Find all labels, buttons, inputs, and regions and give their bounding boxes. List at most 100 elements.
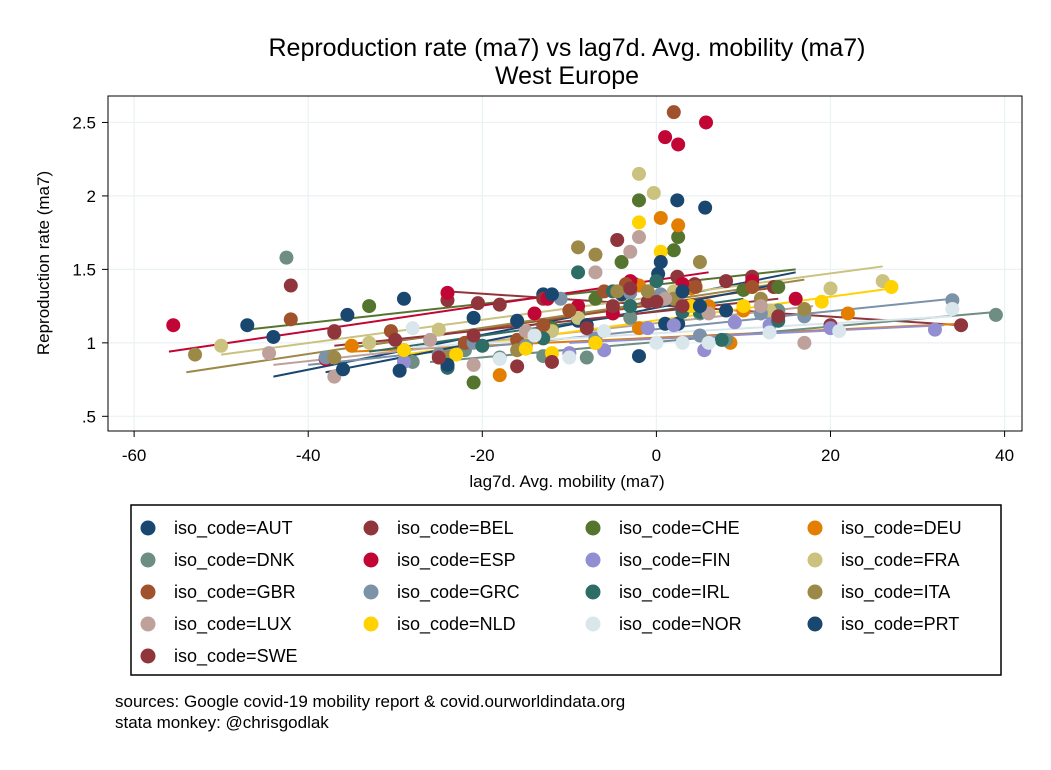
- y-tick-label: .5: [82, 407, 96, 426]
- data-point: [675, 299, 690, 314]
- y-axis-label: Reproduction rate (ma7): [34, 171, 53, 355]
- data-point: [788, 291, 803, 306]
- data-point: [510, 313, 525, 328]
- data-point: [466, 375, 481, 390]
- data-point: [262, 346, 277, 361]
- legend-marker: [140, 616, 156, 632]
- data-point: [597, 324, 612, 339]
- data-point: [692, 299, 707, 314]
- data-point: [344, 338, 359, 353]
- legend-item: iso_code=NLD: [363, 614, 516, 635]
- data-point: [518, 341, 533, 356]
- data-point: [631, 215, 646, 230]
- data-point: [579, 350, 594, 365]
- data-point: [470, 296, 485, 311]
- data-point: [536, 318, 551, 333]
- legend-label: iso_code=ITA: [841, 582, 950, 603]
- legend-marker: [140, 584, 156, 600]
- chart-title: Reproduction rate (ma7) vs lag7d. Avg. m…: [268, 34, 865, 62]
- y-tick-label: 1: [87, 334, 96, 353]
- data-point: [945, 302, 960, 317]
- data-point: [588, 247, 603, 262]
- data-point: [653, 255, 668, 270]
- data-point: [605, 299, 620, 314]
- legend-item: iso_code=SWE: [140, 646, 298, 667]
- data-point: [240, 318, 255, 333]
- y-tick-label: 1.5: [72, 260, 96, 279]
- legend-item: iso_code=IRL: [585, 582, 730, 603]
- legend-marker: [585, 520, 601, 536]
- data-point: [527, 328, 542, 343]
- data-point: [579, 321, 594, 336]
- data-point: [671, 137, 686, 152]
- data-point: [666, 318, 681, 333]
- data-point: [675, 284, 690, 299]
- data-point: [954, 318, 969, 333]
- data-point: [653, 210, 668, 225]
- data-point: [327, 324, 342, 339]
- data-point: [797, 335, 812, 350]
- data-point: [166, 318, 181, 333]
- data-point: [688, 280, 703, 295]
- legend-item: iso_code=ITA: [807, 582, 950, 603]
- legend-item: iso_code=FIN: [585, 550, 731, 571]
- data-point: [327, 350, 342, 365]
- data-point: [884, 280, 899, 295]
- data-point: [266, 329, 281, 344]
- data-point: [527, 306, 542, 321]
- legend-marker: [807, 616, 823, 632]
- legend-item: iso_code=CHE: [585, 518, 740, 539]
- x-tick-label: -60: [122, 446, 147, 465]
- legend-marker: [363, 616, 379, 632]
- data-point: [405, 321, 420, 336]
- data-point: [362, 299, 377, 314]
- fit-line: [412, 315, 953, 349]
- data-point: [571, 265, 586, 280]
- data-point: [670, 193, 685, 208]
- data-point: [610, 232, 625, 247]
- data-point: [699, 115, 714, 130]
- legend-marker: [585, 584, 601, 600]
- legend-label: iso_code=GBR: [174, 582, 296, 603]
- data-point: [562, 303, 577, 318]
- data-point: [719, 274, 734, 289]
- source-note: sources: Google covid-19 mobility report…: [115, 692, 625, 711]
- data-point: [840, 306, 855, 321]
- legend-item: iso_code=BEL: [363, 518, 514, 539]
- data-point: [653, 244, 668, 259]
- data-point: [646, 185, 661, 200]
- data-point: [283, 278, 298, 293]
- data-point: [362, 335, 377, 350]
- data-point: [214, 338, 229, 353]
- legend-marker: [807, 552, 823, 568]
- legend-item: iso_code=DEU: [807, 518, 962, 539]
- x-tick-label: 0: [652, 446, 661, 465]
- legend: iso_code=AUT iso_code=BEL iso_code=CHE iso_…: [140, 518, 962, 667]
- data-point: [544, 354, 559, 369]
- legend-label: iso_code=DEU: [841, 518, 962, 539]
- legend-marker: [807, 520, 823, 536]
- legend-label: iso_code=IRL: [619, 582, 730, 603]
- x-tick-label: -40: [296, 446, 321, 465]
- legend-marker: [140, 520, 156, 536]
- legend-item: iso_code=PRT: [807, 614, 959, 635]
- data-point: [588, 265, 603, 280]
- legend-label: iso_code=AUT: [174, 518, 293, 539]
- data-point: [623, 310, 638, 325]
- data-point: [610, 284, 625, 299]
- fit-line: [569, 324, 944, 344]
- data-point: [431, 350, 446, 365]
- legend-marker: [585, 616, 601, 632]
- data-point: [492, 368, 507, 383]
- data-point: [762, 325, 777, 340]
- data-point: [423, 332, 438, 347]
- data-point: [614, 255, 629, 270]
- legend-label: iso_code=FIN: [619, 550, 731, 571]
- data-point: [675, 335, 690, 350]
- data-point: [698, 200, 713, 215]
- data-point: [492, 297, 507, 312]
- data-point: [623, 244, 638, 259]
- data-point: [340, 307, 355, 322]
- axes: -60 -40 -20 0 20 40 .5 1 1.5 2 2.5: [72, 113, 1014, 465]
- legend-label: iso_code=NLD: [397, 614, 516, 635]
